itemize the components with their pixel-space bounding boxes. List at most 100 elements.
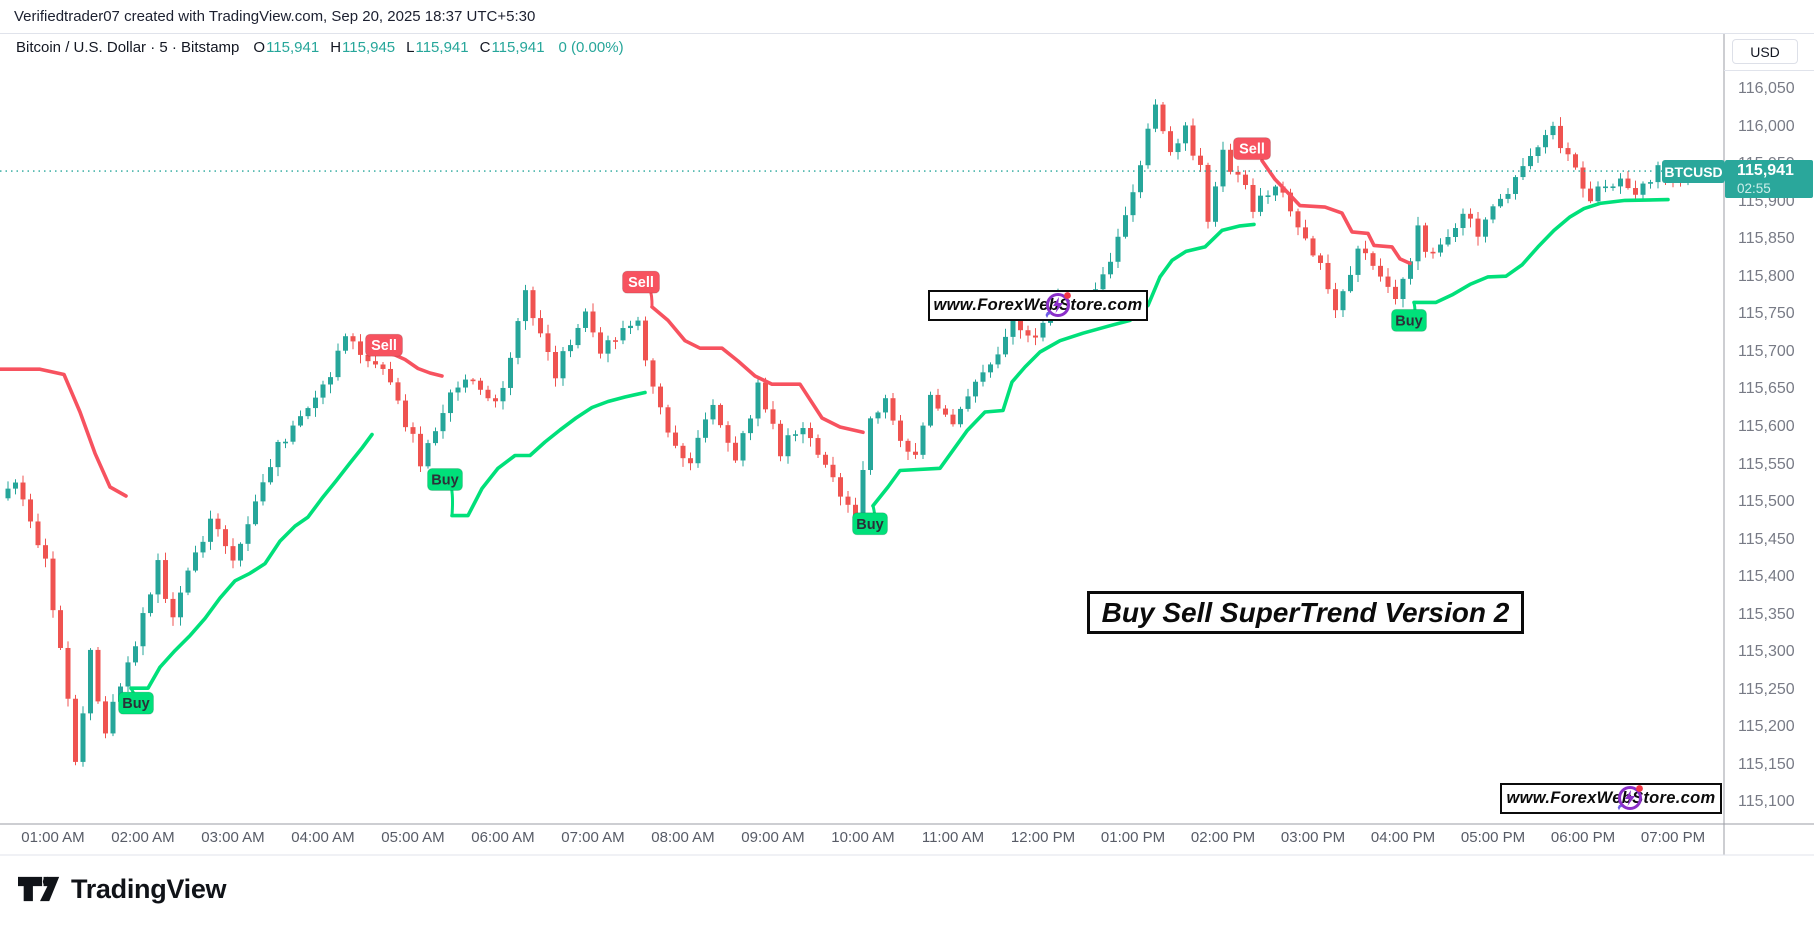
candle-body — [1558, 125, 1563, 149]
time-tick-label: 09:00 AM — [741, 829, 805, 846]
price-tick-label: 115,450 — [1738, 530, 1795, 548]
candle-body — [875, 412, 881, 419]
buy-signal-label — [1391, 308, 1427, 332]
candle-body — [793, 434, 798, 436]
low-value: 115,941 — [415, 39, 469, 56]
high-label: H — [330, 39, 342, 56]
candle-body — [665, 407, 671, 433]
candle-body — [290, 425, 296, 442]
candle-body — [1138, 165, 1143, 193]
signals-layer: Buy Sell Buy Sell Buy Sell Buy — [118, 137, 1427, 715]
candle-body — [1243, 174, 1248, 185]
price-tick-label: 115,750 — [1738, 305, 1795, 323]
candle-body — [1250, 184, 1256, 212]
candle-body — [1310, 238, 1316, 256]
candle-body — [125, 662, 131, 687]
candle-body — [1438, 244, 1443, 253]
candle-body — [238, 543, 243, 561]
time-tick-label: 02:00 PM — [1190, 829, 1256, 846]
candle-body — [170, 598, 176, 618]
candle-body — [695, 437, 701, 464]
candle-body — [1513, 177, 1518, 194]
candle-body — [253, 501, 258, 525]
sell-signal-text: Sell — [1239, 142, 1265, 158]
candle-body — [778, 423, 783, 457]
candle-body — [448, 392, 453, 414]
candle-body — [1430, 251, 1436, 254]
forexwebstore-logo-icon — [1042, 289, 1074, 326]
candle-body — [1618, 178, 1623, 187]
time-tick-label: 03:00 AM — [201, 829, 265, 846]
candle-body — [1415, 225, 1421, 262]
candle-body — [320, 384, 326, 398]
candle-body — [980, 372, 986, 382]
close-label: C — [479, 39, 491, 56]
candle-body — [718, 404, 723, 426]
price-tick-label: 115,850 — [1738, 230, 1795, 248]
change-value: 0 (0.00%) — [558, 39, 624, 56]
candle-body — [493, 398, 498, 402]
candle-body — [163, 560, 168, 599]
candle-body — [1295, 211, 1301, 228]
candle-body — [1198, 155, 1203, 165]
price-tick-label: 115,350 — [1738, 605, 1795, 623]
candle-body — [853, 504, 858, 517]
candle-body — [883, 398, 888, 413]
candle-body — [523, 290, 528, 322]
candle-body — [703, 419, 708, 438]
sell-signal-text: Sell — [371, 338, 397, 354]
candle-body — [545, 333, 551, 353]
candle-body — [1648, 182, 1653, 184]
candle-body — [1393, 286, 1398, 300]
sell-signal-text: Sell — [628, 275, 654, 291]
candle-body — [823, 454, 828, 465]
currency-button[interactable]: USD — [1732, 39, 1798, 64]
candle-body — [568, 345, 573, 352]
candle-body — [28, 499, 33, 522]
candle-body — [50, 558, 56, 611]
candle-body — [1153, 104, 1158, 129]
candle-body — [1475, 218, 1481, 237]
candle-body — [860, 470, 866, 517]
sell-signal-label — [365, 333, 403, 357]
candle-body — [1543, 135, 1548, 148]
tradingview-brand[interactable]: TradingView — [18, 872, 227, 906]
candle-body — [350, 336, 356, 342]
time-tick-label: 02:00 AM — [111, 829, 175, 846]
candle-body — [110, 701, 116, 734]
candles-layer — [5, 99, 1706, 767]
candle-body — [1130, 192, 1136, 216]
candle-body — [1265, 195, 1271, 197]
sell-signal-label — [1233, 137, 1271, 161]
watermark-bottom-right: www.ForexWebStore.com — [1500, 783, 1722, 814]
candle-body — [748, 418, 753, 434]
candle-body — [215, 518, 221, 530]
candle-body — [1123, 215, 1128, 237]
candle-body — [1003, 336, 1008, 355]
candle-body — [1445, 237, 1451, 245]
candle-body — [1528, 156, 1533, 167]
candle-body — [1100, 274, 1106, 290]
time-tick-label: 12:00 PM — [1010, 829, 1076, 846]
price-tick-label: 116,050 — [1738, 80, 1795, 98]
candle-body — [1423, 225, 1428, 252]
candle-body — [920, 425, 926, 455]
buy-signal-label — [118, 691, 154, 715]
candle-body — [20, 482, 26, 500]
candle-body — [1610, 186, 1616, 189]
price-tick-label: 115,200 — [1738, 718, 1795, 736]
candle-body — [1588, 188, 1593, 202]
supertrend-line-buy — [871, 222, 1256, 508]
high-value: 115,945 — [342, 39, 396, 56]
candle-body — [575, 327, 581, 346]
candle-body — [1333, 289, 1338, 311]
price-tick-label: 116,000 — [1738, 117, 1795, 135]
price-tick-label: 115,600 — [1738, 417, 1795, 435]
candle-body — [1220, 149, 1226, 187]
candle-body — [1303, 227, 1308, 239]
candle-body — [178, 592, 183, 618]
symbol-title[interactable]: Bitcoin / U.S. Dollar · 5 · Bitstamp — [16, 39, 240, 56]
candle-body — [800, 428, 806, 435]
